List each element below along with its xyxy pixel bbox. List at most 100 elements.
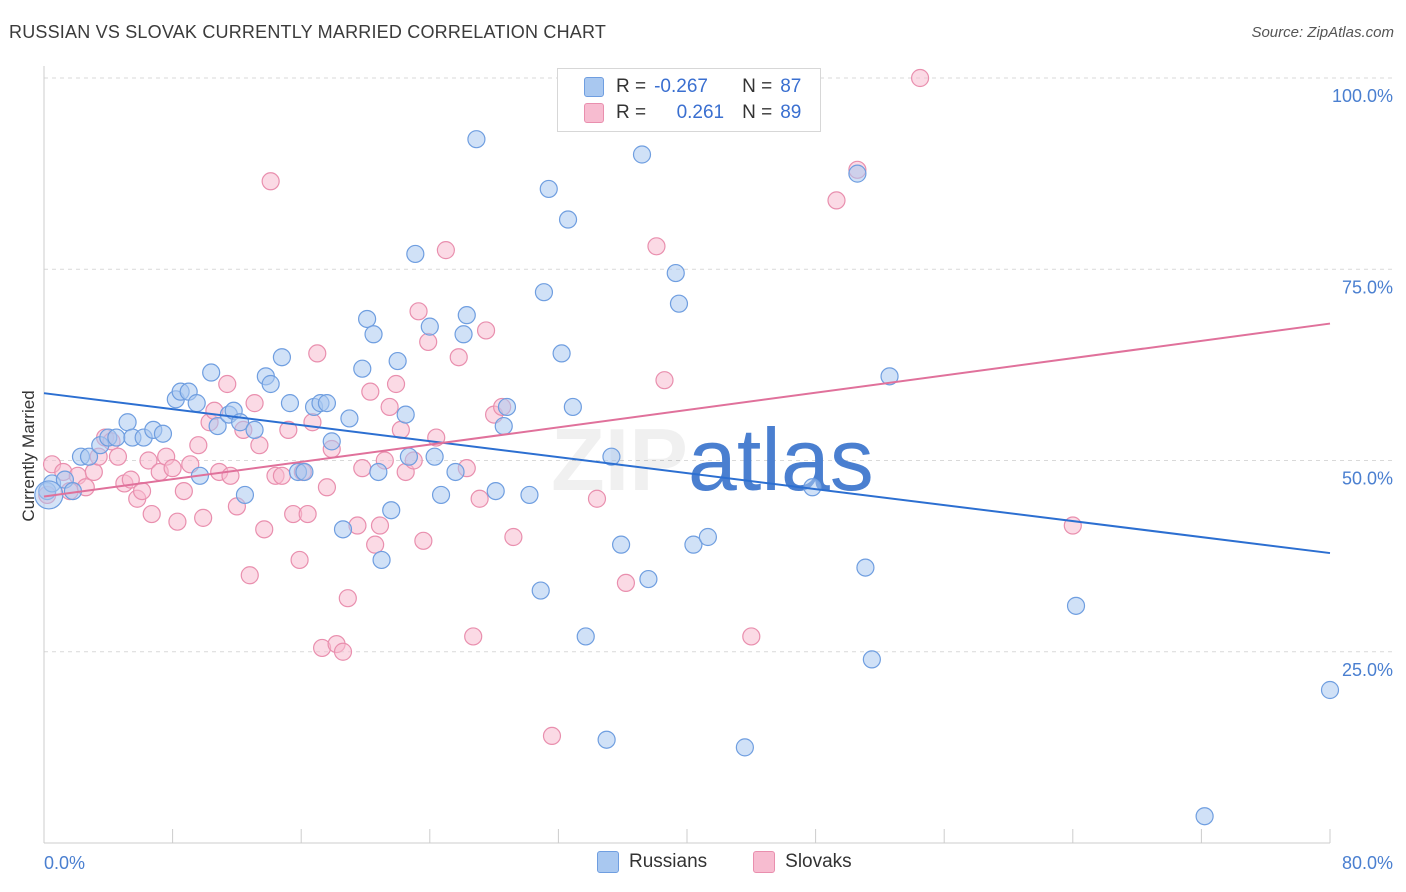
slovaks-point-14 bbox=[132, 482, 152, 501]
slovaks-point-39 bbox=[279, 420, 298, 439]
source-credit: Source: ZipAtlas.com bbox=[1251, 24, 1394, 41]
russians-point-49 bbox=[425, 447, 444, 466]
russians-point-29 bbox=[280, 394, 300, 413]
russians-point-46 bbox=[399, 447, 419, 466]
slovaks-point-68 bbox=[449, 348, 468, 367]
russians-point-67 bbox=[602, 447, 621, 466]
slovaks-point-79 bbox=[647, 237, 666, 256]
russians-point-63 bbox=[558, 210, 578, 229]
russians-point-71 bbox=[666, 263, 685, 283]
russians-point-81 bbox=[1066, 596, 1086, 615]
slovaks-swatch bbox=[584, 103, 604, 123]
russians-point-80 bbox=[880, 367, 899, 386]
russians-point-57 bbox=[497, 397, 517, 417]
russians-point-70 bbox=[639, 569, 658, 589]
russians-legend-swatch bbox=[597, 851, 619, 873]
russians-point-65 bbox=[576, 627, 595, 646]
slovaks-point-43 bbox=[298, 504, 317, 524]
russians-point-17 bbox=[187, 394, 206, 413]
axes bbox=[43, 66, 1331, 844]
russians-point-68 bbox=[611, 535, 631, 554]
russians-n-label: N = bbox=[742, 76, 773, 97]
russians-point-36 bbox=[333, 520, 353, 539]
russians-point-78 bbox=[856, 558, 875, 577]
russians-point-55 bbox=[486, 482, 505, 501]
slovaks-point-35 bbox=[255, 520, 274, 539]
slovaks-point-10 bbox=[108, 447, 128, 466]
russians-point-77 bbox=[848, 164, 867, 183]
russians-point-62 bbox=[552, 344, 571, 363]
slovaks-point-6 bbox=[84, 462, 103, 482]
slovaks-point-16 bbox=[142, 504, 161, 524]
russians-point-45 bbox=[396, 405, 415, 424]
russians-point-82 bbox=[1195, 807, 1214, 826]
trend-lines bbox=[43, 322, 1331, 555]
correlation-legend: R = -0.267 N = 87 R = 0.261 N = 89 bbox=[557, 68, 821, 132]
slovaks-point-72 bbox=[476, 321, 496, 340]
russians-trend-line bbox=[43, 392, 1331, 555]
slovaks-point-24 bbox=[194, 508, 213, 527]
russians-point-41 bbox=[369, 462, 388, 482]
slovaks-legend-label: Slovaks bbox=[785, 851, 852, 872]
slovaks-point-21 bbox=[174, 482, 193, 501]
russians-point-74 bbox=[698, 527, 717, 547]
slovaks-point-64 bbox=[414, 531, 433, 550]
slovaks-point-28 bbox=[218, 374, 237, 394]
russians-point-5 bbox=[79, 447, 99, 466]
russians-r-value: -0.267 bbox=[654, 76, 708, 97]
slovaks-point-82 bbox=[827, 191, 846, 210]
russians-point-79 bbox=[862, 650, 881, 669]
slovaks-point-23 bbox=[189, 436, 208, 455]
russians-point-25 bbox=[245, 420, 264, 439]
series-legend: Russians Slovaks bbox=[597, 851, 852, 873]
russians-point-73 bbox=[684, 535, 703, 554]
russians-point-59 bbox=[534, 283, 554, 302]
slovaks-point-54 bbox=[361, 382, 380, 401]
y-tick-label-0: 100.0% bbox=[1332, 86, 1393, 106]
russians-point-42 bbox=[372, 550, 391, 570]
slovaks-n-label: N = bbox=[742, 102, 773, 123]
russians-point-69 bbox=[632, 145, 652, 164]
slovaks-point-78 bbox=[616, 573, 636, 593]
russians-point-48 bbox=[420, 317, 439, 336]
slovaks-point-47 bbox=[317, 478, 337, 497]
russians-n-value: 87 bbox=[780, 76, 802, 97]
chart-title: RUSSIAN VS SLOVAK CURRENTLY MARRIED CORR… bbox=[9, 22, 607, 42]
slovaks-point-55 bbox=[366, 535, 385, 554]
russians-point-83 bbox=[1320, 680, 1340, 700]
slovaks-point-84 bbox=[910, 68, 930, 88]
slovaks-point-75 bbox=[504, 527, 523, 547]
russians-r-label: R = bbox=[616, 76, 647, 97]
russians-point-58 bbox=[520, 485, 539, 505]
russians-point-64 bbox=[563, 397, 582, 417]
y-tick-label-1: 75.0% bbox=[1342, 277, 1393, 297]
slovaks-point-58 bbox=[380, 397, 399, 417]
legend-row-russians: R = -0.267 N = 87 bbox=[584, 74, 801, 100]
watermark-atlas: atlas bbox=[688, 410, 874, 509]
russians-point-61 bbox=[539, 179, 558, 199]
slovaks-point-53 bbox=[353, 459, 372, 478]
russians-legend-label: Russians bbox=[629, 851, 708, 872]
slovaks-n-value: 89 bbox=[780, 102, 802, 123]
slovaks-point-67 bbox=[436, 241, 455, 260]
slovaks-point-51 bbox=[338, 589, 357, 608]
slovaks-r-label: R = bbox=[616, 102, 647, 123]
russians-point-13 bbox=[153, 424, 173, 443]
slovaks-point-38 bbox=[272, 466, 292, 485]
x-tick-label-min: 0.0% bbox=[44, 853, 85, 873]
slovaks-point-50 bbox=[333, 642, 353, 661]
slovaks-point-59 bbox=[386, 374, 406, 394]
slovaks-point-41 bbox=[290, 550, 309, 570]
slovaks-point-32 bbox=[240, 566, 259, 585]
russians-point-66 bbox=[597, 730, 616, 749]
russians-point-20 bbox=[208, 416, 227, 436]
russians-point-56 bbox=[494, 416, 513, 436]
russians-point-40 bbox=[364, 325, 383, 344]
russians-point-44 bbox=[388, 351, 407, 371]
russians-point-24 bbox=[235, 485, 255, 505]
slovaks-point-15 bbox=[139, 451, 158, 470]
slovaks-point-56 bbox=[370, 516, 390, 535]
slovaks-point-20 bbox=[168, 512, 187, 531]
russians-point-75 bbox=[735, 738, 754, 757]
y-axis-label: Currently Married bbox=[19, 390, 38, 521]
